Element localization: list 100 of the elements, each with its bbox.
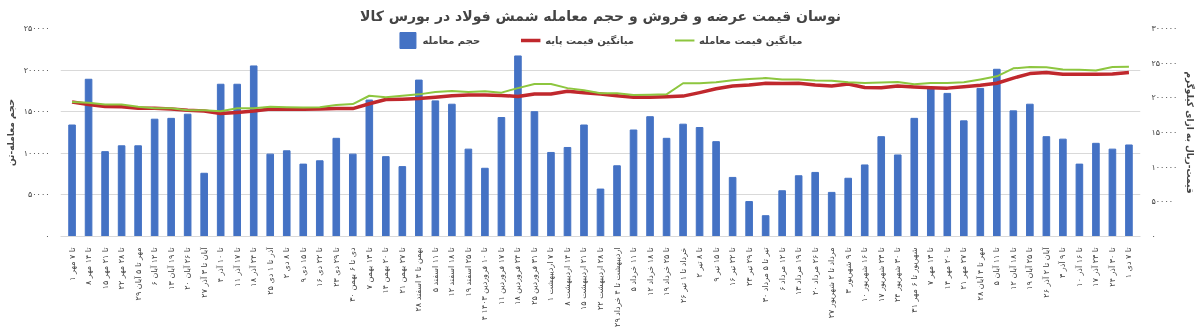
x-tick-label: ۲۷ مرداد تا ۲ شهریور <box>827 247 837 319</box>
x-tick-label: ۲۷ آبان تا ۳ آذر <box>198 246 209 298</box>
bar <box>976 87 985 237</box>
x-tick-label: ۳۰ تیر تا ۵ مرداد <box>761 247 771 303</box>
bar <box>117 145 126 237</box>
bar <box>150 118 159 237</box>
bar <box>1009 110 1018 237</box>
bar <box>431 100 440 237</box>
y2-tick-label: ۵۰۰۰۰ <box>1151 197 1173 207</box>
x-tick-label: ۱۵ تا ۲۱ مهر <box>100 247 110 290</box>
x-tick-label: ۶ تا ۱۲ آبان <box>149 247 160 286</box>
bar <box>167 117 175 237</box>
x-tick-label: ۲۳ تا ۲۹ دی <box>331 247 341 287</box>
x-tick-label: ۹ تا ۱۵ تیر <box>711 247 721 282</box>
bar <box>1108 148 1117 237</box>
x-tick-label: ۳ تا ۹ آذر <box>1057 247 1068 279</box>
y-tick-label: ۰ <box>45 232 50 241</box>
x-tick-label: ۱۷ تا ۲۳ شهریور <box>876 247 886 303</box>
bar <box>596 188 605 237</box>
x-tick-label: ۲۴ تا ۳۰ شهریور <box>893 247 903 303</box>
bar <box>613 165 621 237</box>
x-tick-label: ۶ تا ۱۲ مرداد <box>777 247 787 291</box>
bar <box>827 191 836 237</box>
y2-tick-label: ۳۰۰۰۰۰ <box>1151 24 1178 33</box>
x-tick-label: ۱۱ تا ۱۷ فروردین <box>496 247 506 305</box>
x-tick-label: ۴ تا ۱۰ فروردین ۱۴۰۳ <box>480 247 490 321</box>
x-tick-label: ۲۹ مهر تا ۵ آبان <box>132 247 143 301</box>
x-tick-label: ۲۹ اردیبهشت تا ۴ خرداد <box>612 247 622 327</box>
bar <box>348 153 357 237</box>
bar <box>712 141 720 237</box>
chart-title: نوسان قیمت عرضه و فروش و حجم معامله شمش فولاد در بورس کالا <box>359 7 842 25</box>
x-tick-label: ۲۲ تا ۲۸ اردیبهشت <box>596 247 605 310</box>
bar <box>877 136 886 237</box>
x-tick-label: ۱۹ تا ۲۵ خرداد <box>662 247 672 296</box>
x-tick-label: ۲ تا ۸ تیر <box>695 247 705 278</box>
y-tick-label: ۲۰۰۰۰۰ <box>23 65 50 75</box>
bar <box>1075 163 1084 237</box>
x-tick-label: ۲۰ تا ۲۶ مرداد <box>810 247 820 296</box>
bar <box>679 123 687 237</box>
bar <box>332 137 341 237</box>
x-tick-label: ۲۶ آبان تا ۲ آذر <box>1040 246 1051 298</box>
bar <box>993 68 1001 237</box>
bar <box>1125 144 1133 237</box>
y2-axis-title: قیمت-ریال به ازای کیلوگرم <box>1184 71 1197 194</box>
x-tick-label: ۱۹ تا ۲۵ اسفند <box>463 247 473 297</box>
bar <box>580 124 588 237</box>
x-tick-label: ۱۸ تا ۲۴ آذر <box>248 247 259 287</box>
x-tick-label: ۲۸ بهمن تا ۴ اسفند <box>414 247 424 312</box>
x-tick-label: ۷ تا ۱۳ مهر <box>926 247 936 286</box>
bar <box>662 137 671 237</box>
bar <box>811 171 819 237</box>
bar <box>1059 138 1067 237</box>
y2-tick-label: ۲۵۰۰۰۰ <box>1151 58 1178 68</box>
y2-tick-label: ۰ <box>1151 232 1156 241</box>
x-tick-label: ۲۵ تا ۳۱ فروردین <box>529 247 539 305</box>
y2-tick-label: ۲۰۰۰۰۰ <box>1151 93 1178 103</box>
x-tick-label: ۱۸ تا ۲۴ فروردین <box>513 247 523 305</box>
legend-label: حجم معامله <box>422 34 481 46</box>
x-tick-label: ۲۶ خرداد تا ۱ تیر <box>678 247 688 303</box>
bar <box>547 151 555 237</box>
bar <box>794 175 803 237</box>
bar <box>1092 142 1100 237</box>
bar <box>745 201 753 237</box>
bar <box>695 127 704 237</box>
x-tick-label: ۲۴ تا ۳۰ آذر <box>1106 247 1117 287</box>
bar <box>315 160 324 237</box>
bar <box>629 129 638 237</box>
x-tick-label: ۱۷ تا ۲۳ آذر <box>1090 247 1101 287</box>
x-tick-label: ۵ تا ۱۱ آبان <box>991 247 1002 286</box>
x-tick-label: ۳ تا ۹ شهریور <box>843 247 853 294</box>
bar <box>84 78 93 237</box>
bar <box>464 148 473 237</box>
x-tick-label: ۱ تا ۷ دی <box>1124 247 1134 279</box>
x-tick-label: ۲۵ آذر تا ۱ دی <box>264 246 275 295</box>
bar <box>382 156 390 237</box>
x-tick-label: ۱۶ تا ۲۲ دی <box>315 247 325 287</box>
bar <box>134 145 142 237</box>
bar <box>415 79 423 237</box>
bar <box>249 65 258 237</box>
legend-label: میانگین قیمت پایه <box>545 34 635 46</box>
bar <box>183 113 192 237</box>
bar <box>563 146 572 237</box>
x-tick-label: ۲۰ تا ۲۶ آبان <box>182 247 193 290</box>
bar <box>216 83 225 237</box>
bar <box>68 124 76 237</box>
bar <box>1026 103 1034 237</box>
legend-label: میانگین قیمت معامله <box>699 34 803 46</box>
x-tick-label: ۵ تا ۱۱ اسفند <box>430 247 440 293</box>
x-tick-label: ۲۱ تا ۲۷ مهر <box>959 247 969 290</box>
bar <box>398 166 407 237</box>
bar <box>101 151 109 237</box>
bar <box>646 116 654 237</box>
bar <box>926 87 935 237</box>
x-tick-label: ۳۱ شهریور تا ۶ مهر <box>909 247 919 313</box>
x-tick-label: ۲ تا ۸ دی <box>282 247 292 279</box>
x-tick-label: ۲۳ تا ۲۹ تیر <box>744 247 754 287</box>
bar <box>514 55 522 237</box>
y2-tick-label: ۱۵۰۰۰۰ <box>1151 128 1178 137</box>
x-tick-label: ۵ تا ۱۱ خرداد <box>629 247 639 292</box>
x-tick-label: ۲۸ مهر تا ۴ آبان <box>974 247 985 301</box>
